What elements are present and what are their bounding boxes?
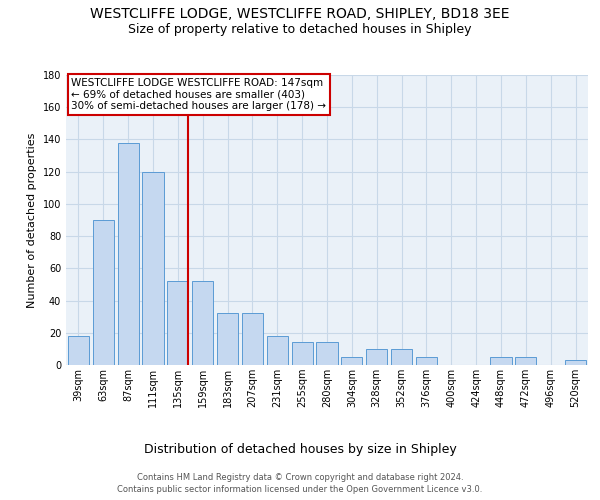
Text: Contains public sector information licensed under the Open Government Licence v3: Contains public sector information licen…	[118, 485, 482, 494]
Bar	[316, 342, 338, 365]
Text: WESTCLIFFE LODGE, WESTCLIFFE ROAD, SHIPLEY, BD18 3EE: WESTCLIFFE LODGE, WESTCLIFFE ROAD, SHIPL…	[90, 8, 510, 22]
Y-axis label: Number of detached properties: Number of detached properties	[27, 132, 37, 308]
Bar	[217, 314, 238, 365]
Bar	[242, 314, 263, 365]
Text: WESTCLIFFE LODGE WESTCLIFFE ROAD: 147sqm
← 69% of detached houses are smaller (4: WESTCLIFFE LODGE WESTCLIFFE ROAD: 147sqm…	[71, 78, 326, 111]
Bar	[68, 336, 89, 365]
Bar	[515, 357, 536, 365]
Bar	[192, 281, 213, 365]
Text: Size of property relative to detached houses in Shipley: Size of property relative to detached ho…	[128, 22, 472, 36]
Bar	[93, 220, 114, 365]
Text: Contains HM Land Registry data © Crown copyright and database right 2024.: Contains HM Land Registry data © Crown c…	[137, 472, 463, 482]
Bar	[565, 360, 586, 365]
Bar	[490, 357, 512, 365]
Text: Distribution of detached houses by size in Shipley: Distribution of detached houses by size …	[143, 442, 457, 456]
Bar	[292, 342, 313, 365]
Bar	[341, 357, 362, 365]
Bar	[167, 281, 188, 365]
Bar	[416, 357, 437, 365]
Bar	[118, 142, 139, 365]
Bar	[142, 172, 164, 365]
Bar	[366, 349, 387, 365]
Bar	[391, 349, 412, 365]
Bar	[267, 336, 288, 365]
